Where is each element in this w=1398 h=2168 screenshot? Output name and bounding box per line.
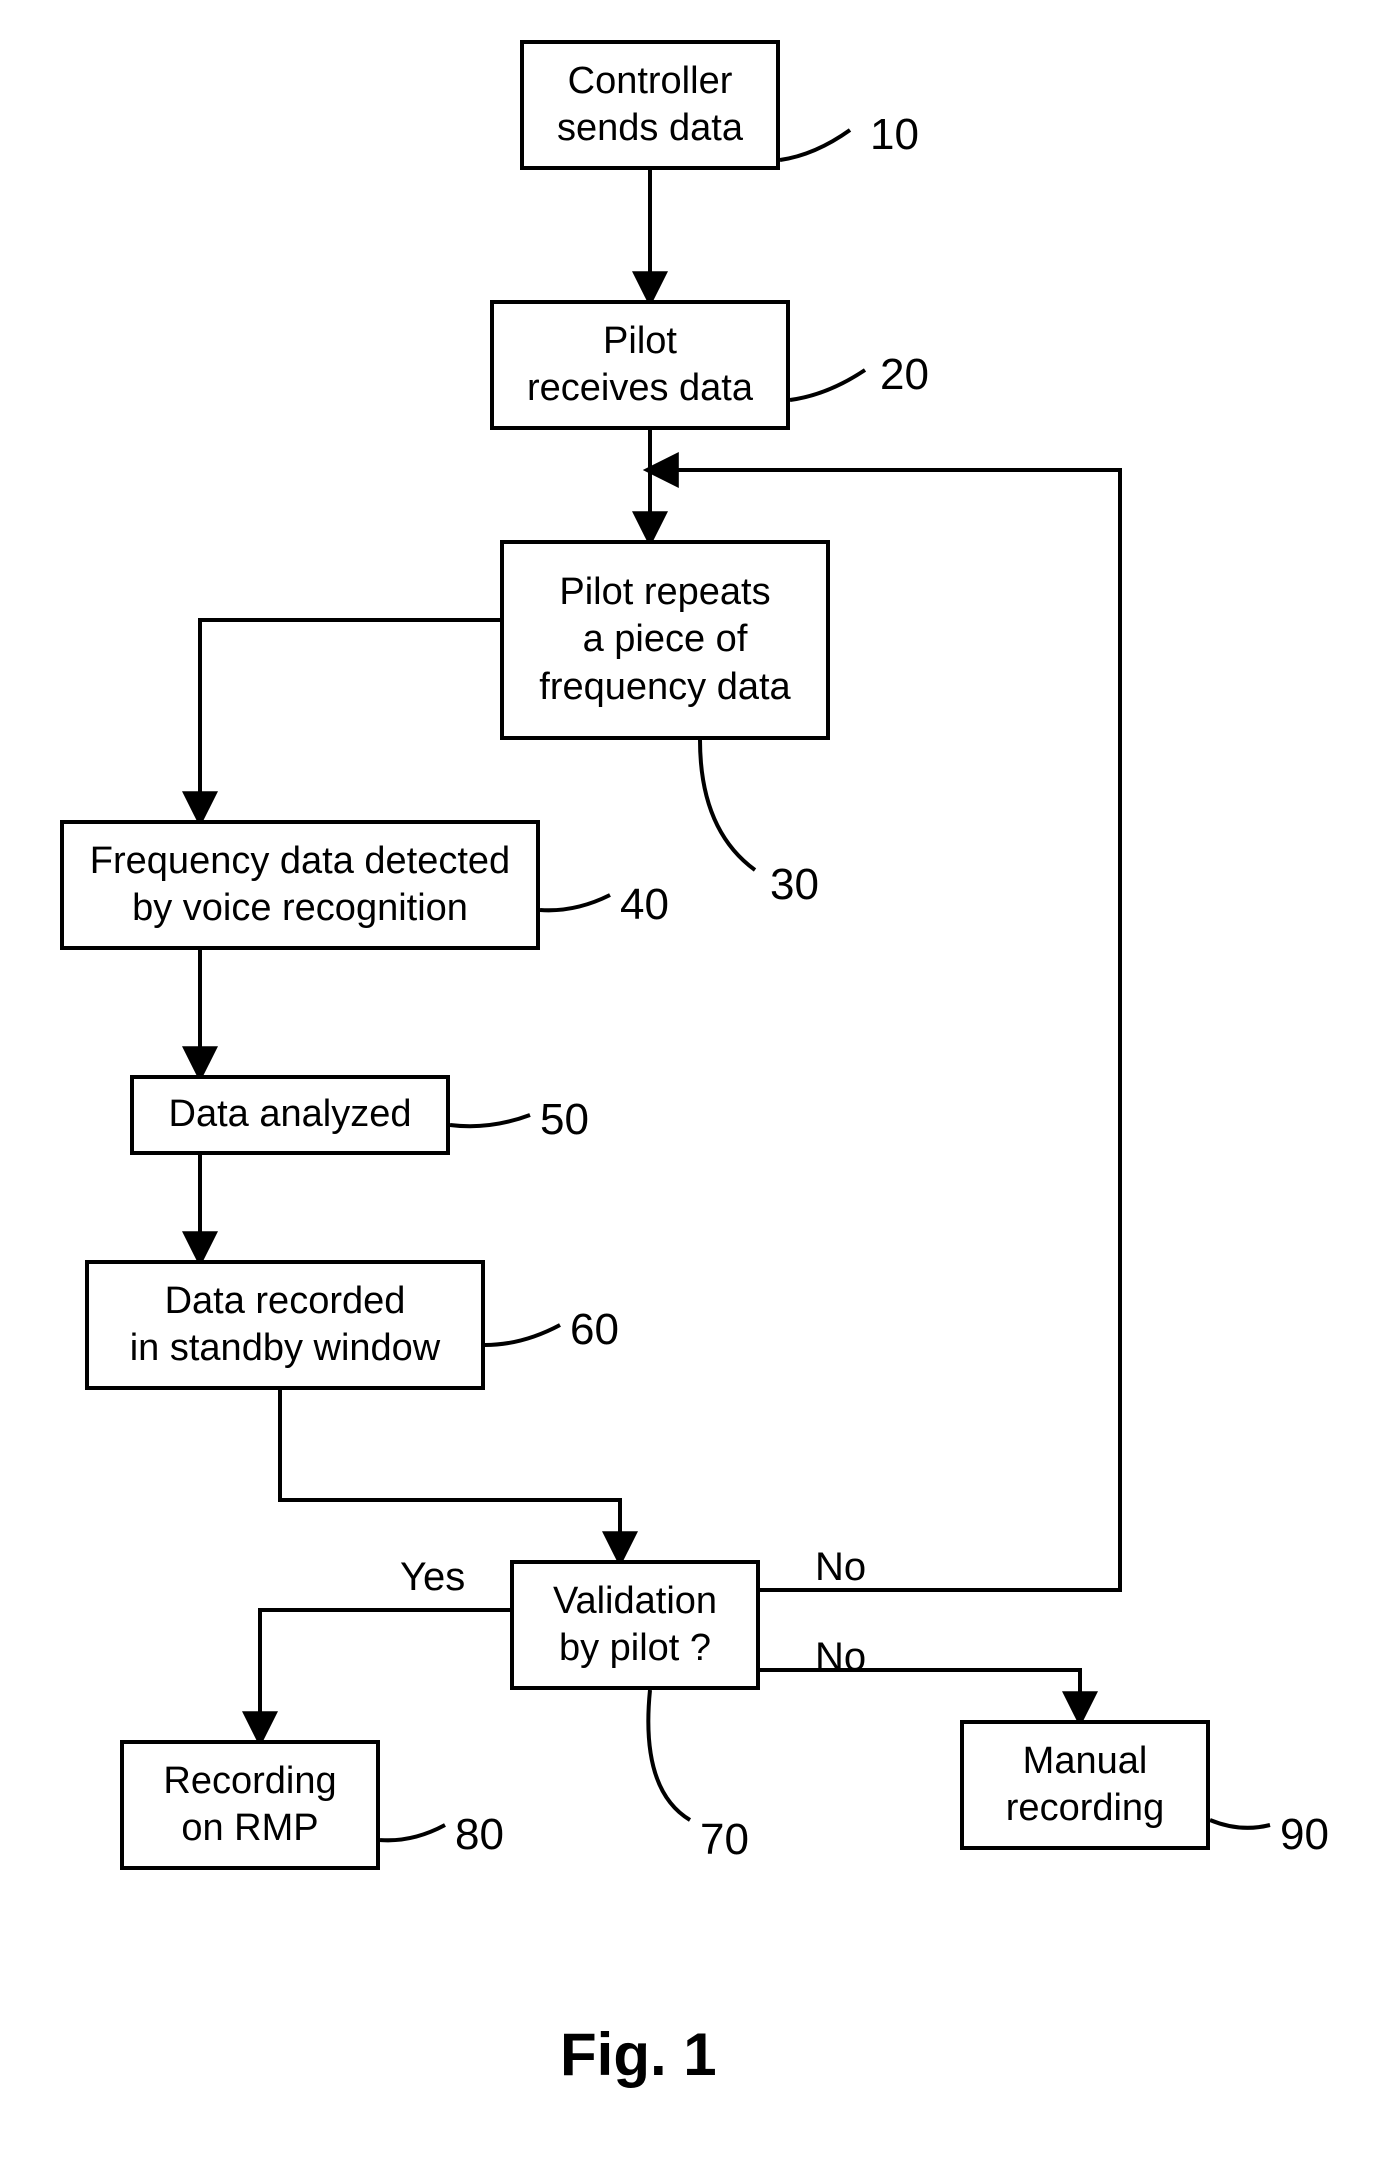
edge	[260, 1610, 510, 1740]
edge-label: Yes	[400, 1555, 465, 1600]
flow-node-n70: Validation by pilot ?	[510, 1560, 760, 1690]
leader-line	[648, 1690, 690, 1820]
flow-node-text: Recording on RMP	[163, 1758, 336, 1853]
flowchart-canvas: Fig. 1 Yes No No Controller sends data 10 Pil…	[0, 0, 1398, 2168]
ref-number: 50	[540, 1095, 589, 1145]
leader-line	[380, 1825, 445, 1840]
ref-number: 60	[570, 1305, 619, 1355]
flow-node-text: Frequency data detected by voice recogni…	[90, 838, 510, 933]
ref-number: 80	[455, 1810, 504, 1860]
flow-node-n20: Pilot receives data	[490, 300, 790, 430]
flow-node-n10: Controller sends data	[520, 40, 780, 170]
ref-number: 20	[880, 350, 929, 400]
flow-node-n60: Data recorded in standby window	[85, 1260, 485, 1390]
leader-line	[790, 370, 865, 400]
leader-line	[1210, 1820, 1270, 1828]
edge	[200, 620, 500, 820]
flow-node-n50: Data analyzed	[130, 1075, 450, 1155]
flow-node-text: Controller sends data	[557, 58, 743, 153]
ref-number: 30	[770, 860, 819, 910]
flow-node-text: Data analyzed	[169, 1091, 412, 1139]
figure-caption: Fig. 1	[560, 2020, 717, 2089]
leader-line	[700, 740, 755, 870]
flow-node-n80: Recording on RMP	[120, 1740, 380, 1870]
edge-label: No	[815, 1545, 866, 1590]
edge-label: No	[815, 1635, 866, 1680]
flow-node-n40: Frequency data detected by voice recogni…	[60, 820, 540, 950]
flow-node-n30: Pilot repeats a piece of frequency data	[500, 540, 830, 740]
edge	[280, 1390, 620, 1560]
leader-line	[780, 130, 850, 160]
flow-node-text: Pilot repeats a piece of frequency data	[539, 569, 790, 712]
flow-node-text: Validation by pilot ?	[553, 1578, 717, 1673]
leader-line	[450, 1115, 530, 1126]
flow-node-text: Pilot receives data	[527, 318, 753, 413]
ref-number: 70	[700, 1815, 749, 1865]
flow-node-n90: Manual recording	[960, 1720, 1210, 1850]
ref-number: 40	[620, 880, 669, 930]
flow-node-text: Manual recording	[1006, 1738, 1164, 1833]
ref-number: 90	[1280, 1810, 1329, 1860]
edge	[760, 1670, 1080, 1720]
flow-node-text: Data recorded in standby window	[130, 1278, 441, 1373]
leader-line	[485, 1325, 560, 1345]
leader-line	[540, 895, 610, 910]
ref-number: 10	[870, 110, 919, 160]
